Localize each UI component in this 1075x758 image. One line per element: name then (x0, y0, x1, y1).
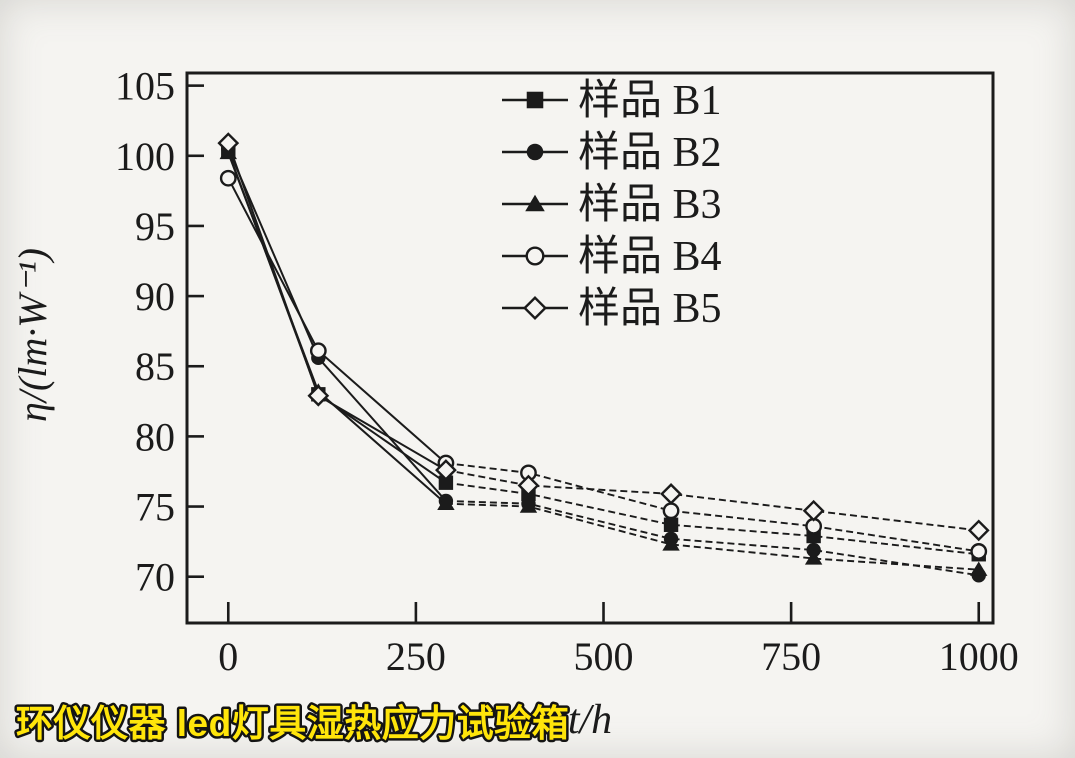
y-tick-label: 95 (135, 204, 175, 249)
watermark-caption: 环仪仪器 led灯具湿热应力试验箱 (16, 703, 569, 744)
series-line-solid (227, 142, 447, 471)
open-circle-marker (525, 246, 545, 266)
legend-label: 样品 B4 (578, 234, 722, 280)
open-diamond-marker (967, 519, 990, 542)
open-circle-marker (219, 169, 237, 187)
open-diamond-marker (523, 296, 547, 320)
open-diamond-marker (435, 459, 457, 481)
x-axis-label: t/h (568, 697, 612, 743)
filled-triangle-marker (970, 561, 988, 576)
open-circle-marker (309, 342, 327, 360)
y-tick-label: 85 (135, 344, 175, 389)
filled-square-marker (438, 475, 454, 490)
x-tick-label: 1000 (939, 634, 1019, 679)
filled-triangle-marker (525, 194, 545, 212)
series-line-solid (227, 151, 447, 484)
x-tick-label: 750 (761, 634, 821, 679)
chart-legend: 样品 B1 样品 B2 样品 B3 样品 B4 样品 B5 (502, 78, 722, 332)
y-axis: 70 75 80 85 90 95 100 105 (115, 64, 204, 600)
filled-square-marker (663, 517, 679, 532)
legend-item-2: 样品 B2 (502, 130, 722, 176)
legend-label: 样品 B2 (578, 130, 722, 176)
open-diamond-marker (517, 474, 540, 497)
y-tick-label: 80 (135, 414, 175, 459)
series-lines (217, 132, 990, 583)
y-tick-label: 70 (135, 555, 175, 600)
open-circle-marker (662, 502, 680, 520)
x-tick-label: 0 (218, 634, 238, 679)
y-tick-label: 100 (115, 134, 175, 179)
y-tick-label: 90 (135, 274, 175, 319)
y-axis-label: η/(lm·W⁻¹) (10, 248, 55, 422)
legend-label: 样品 B1 (578, 78, 722, 124)
open-circle-marker (970, 543, 988, 560)
legend-label: 样品 B5 (578, 286, 722, 332)
plot-frame (185, 71, 995, 625)
filled-square-marker (526, 91, 544, 109)
legend-item-5: 样品 B5 (502, 286, 722, 332)
series-4 (219, 169, 988, 560)
series-line-dashed (445, 462, 979, 553)
filled-circle-marker (806, 542, 821, 558)
series-line-solid (227, 177, 447, 464)
open-diamond-marker (660, 483, 682, 505)
series-line-dashed (445, 502, 979, 571)
legend-item-4: 样品 B4 (502, 234, 722, 280)
x-tick-label: 250 (386, 634, 446, 679)
x-axis: 0 250 500 750 1000 (218, 602, 1019, 679)
filled-circle-marker (526, 143, 544, 161)
legend-item-1: 样品 B1 (502, 78, 722, 124)
y-tick-label: 105 (115, 64, 175, 109)
open-diamond-marker (307, 384, 330, 407)
y-tick-label: 75 (135, 485, 175, 530)
legend-item-3: 样品 B3 (502, 182, 722, 228)
series-line-dashed (445, 481, 979, 556)
open-diamond-marker (217, 132, 240, 155)
filled-triangle-marker (804, 550, 823, 565)
filled-triangle-marker (662, 536, 680, 551)
legend-label: 样品 B3 (578, 182, 722, 228)
open-diamond-marker (802, 499, 825, 522)
filled-triangle-marker (519, 498, 538, 513)
series-line-solid (227, 148, 447, 502)
series-line-dashed (445, 499, 979, 577)
x-tick-label: 500 (574, 634, 634, 679)
filled-triangle-marker (437, 495, 455, 510)
series-5 (217, 132, 990, 542)
